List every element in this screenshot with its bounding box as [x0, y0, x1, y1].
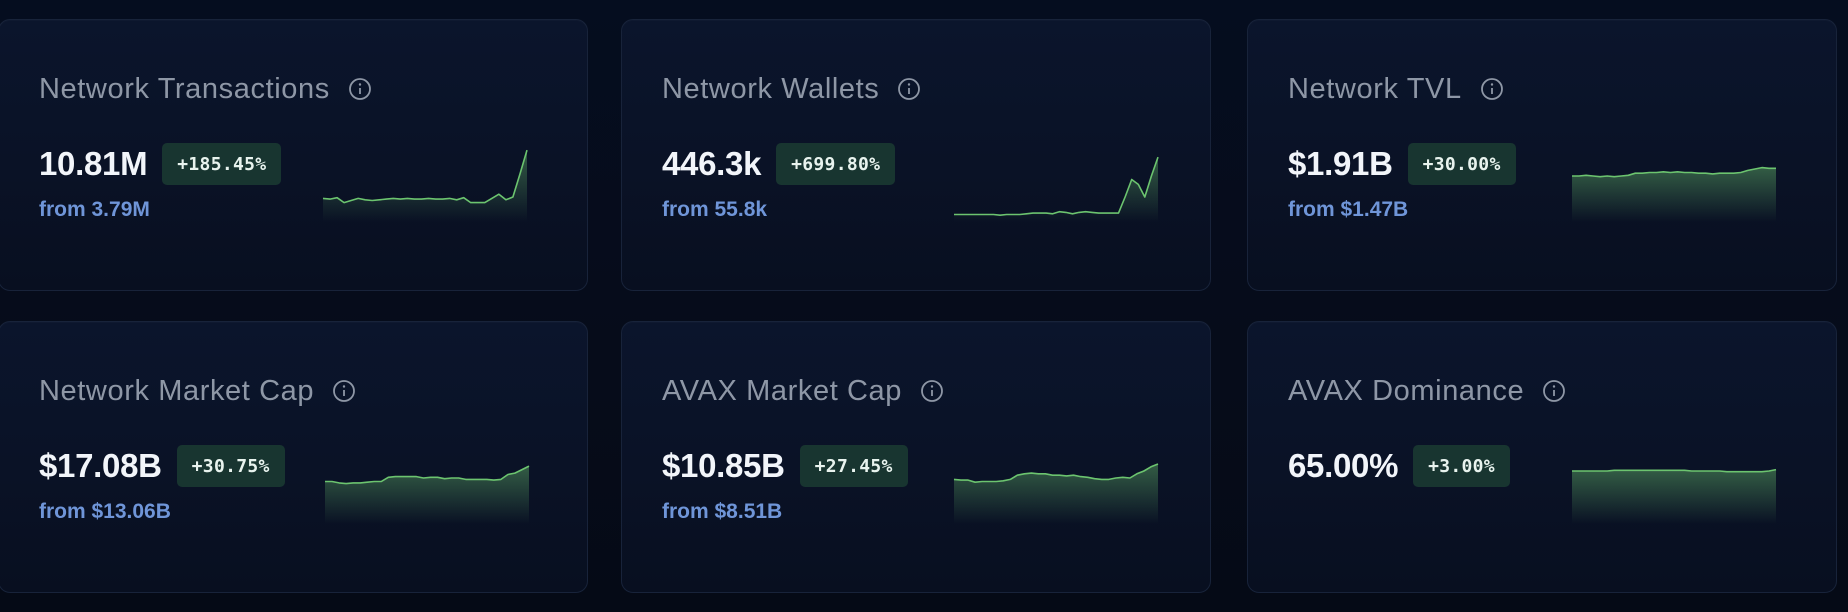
value-row: 65.00% +3.00% [1288, 444, 1510, 488]
info-circle-icon[interactable] [1480, 77, 1504, 101]
stat-value: 10.81M [39, 145, 148, 182]
sparkline-area [1572, 167, 1776, 222]
stat-value: $10.85B [662, 447, 785, 484]
sparkline-chart [1572, 166, 1776, 222]
stat-value: 65.00% [1288, 447, 1399, 484]
stat-card-network-transactions: Network Transactions 10.81M +185.45% fro… [0, 19, 588, 291]
value-row: 10.81M +185.45% [39, 142, 282, 186]
card-title-text: Network Wallets [662, 73, 880, 105]
card-title: Network Transactions [39, 72, 372, 106]
value-row: $1.91B +30.00% [1288, 142, 1516, 186]
info-circle-icon[interactable] [920, 379, 944, 403]
card-title: AVAX Dominance [1288, 374, 1566, 408]
info-circle-icon[interactable] [348, 77, 372, 101]
previous-value: from 3.79M [39, 198, 150, 221]
value-row: $10.85B +27.45% [662, 444, 908, 488]
info-circle-icon[interactable] [897, 77, 921, 101]
change-badge: +27.45% [799, 445, 908, 487]
card-title-text: Network Market Cap [39, 375, 315, 407]
card-title-text: Network Transactions [39, 73, 330, 105]
previous-value: from $13.06B [39, 500, 171, 523]
sparkline-line [953, 463, 1159, 483]
value-row: 446.3k +699.80% [662, 142, 896, 186]
stat-card-network-market-cap: Network Market Cap $17.08B +30.75% from … [0, 321, 588, 593]
stat-card-avax-market-cap: AVAX Market Cap $10.85B +27.45% from $8.… [621, 321, 1211, 593]
sparkline-area [1572, 469, 1776, 524]
change-badge: +30.75% [176, 445, 285, 487]
sparkline-area [954, 157, 1158, 222]
previous-value: from $8.51B [662, 500, 783, 523]
stat-value: $1.91B [1288, 145, 1393, 182]
previous-value: from 55.8k [662, 198, 768, 221]
sparkline-line [1572, 468, 1777, 473]
card-title-text: AVAX Dominance [1288, 375, 1525, 407]
sparkline-line [322, 149, 528, 204]
stat-card-network-tvl: Network TVL $1.91B +30.00% from $1.47B [1247, 19, 1837, 291]
sparkline-chart [322, 149, 528, 222]
previous-value: from $1.47B [1288, 198, 1409, 221]
card-title: Network TVL [1288, 72, 1504, 106]
sparkline-chart [325, 465, 530, 524]
sparkline-chart [953, 463, 1159, 524]
sparkline-line [954, 156, 1159, 216]
card-title: AVAX Market Cap [662, 374, 944, 408]
sparkline-area [954, 464, 1158, 524]
stat-card-network-wallets: Network Wallets 446.3k +699.80% from 55.… [621, 19, 1211, 291]
card-title: Network Wallets [662, 72, 921, 106]
stat-value: $17.08B [39, 447, 162, 484]
sparkline-line [325, 465, 530, 485]
info-circle-icon[interactable] [332, 379, 356, 403]
stat-card-avax-dominance: AVAX Dominance 65.00% +3.00% [1247, 321, 1837, 593]
sparkline-line [1572, 166, 1776, 178]
change-badge: +699.80% [776, 143, 896, 185]
card-title-text: AVAX Market Cap [662, 375, 903, 407]
change-badge: +185.45% [162, 143, 282, 185]
sparkline-chart [1572, 468, 1777, 524]
card-title-text: Network TVL [1288, 73, 1462, 105]
info-circle-icon[interactable] [1542, 379, 1566, 403]
card-title: Network Market Cap [39, 374, 356, 408]
sparkline-area [323, 150, 527, 222]
change-badge: +3.00% [1413, 445, 1510, 487]
sparkline-chart [954, 156, 1159, 222]
change-badge: +30.00% [1407, 143, 1516, 185]
value-row: $17.08B +30.75% [39, 444, 285, 488]
sparkline-area [325, 466, 529, 524]
stat-value: 446.3k [662, 145, 762, 182]
